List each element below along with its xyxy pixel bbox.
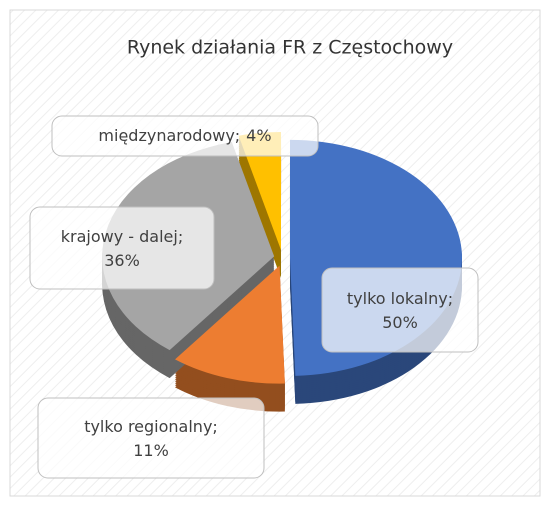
data-label: tylko lokalny; 50%: [347, 289, 453, 332]
data-label-box: [51, 115, 319, 157]
slice: [238, 132, 282, 251]
data-label-box: [321, 267, 479, 353]
data-label-box: [37, 397, 265, 479]
data-label-box: [29, 206, 215, 290]
data-label: krajowy - dalej; 36%: [61, 227, 183, 270]
slice: [175, 265, 285, 384]
data-label: tylko regionalny; 11%: [84, 417, 218, 460]
data-label: międzynarodowy; 4%: [98, 126, 271, 145]
chart-title: Rynek działania FR z Częstochowy: [127, 37, 453, 59]
